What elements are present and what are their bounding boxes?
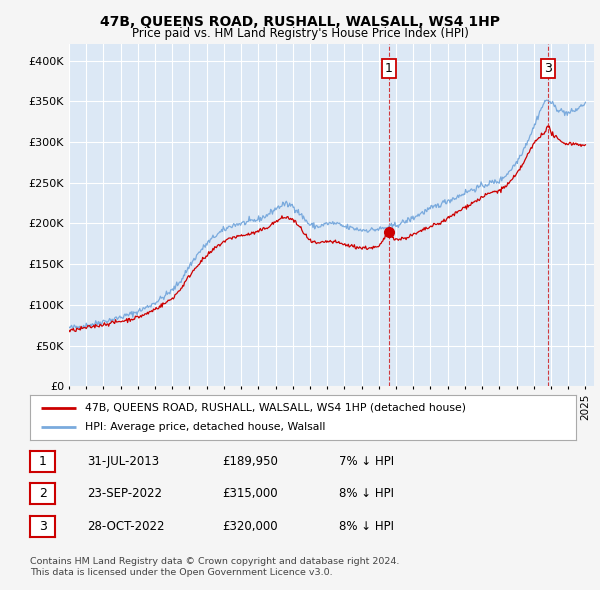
Text: £315,000: £315,000 — [222, 487, 278, 500]
Text: 1: 1 — [38, 455, 47, 468]
Text: 1: 1 — [385, 62, 393, 75]
Text: 28-OCT-2022: 28-OCT-2022 — [87, 520, 164, 533]
Text: 3: 3 — [38, 520, 47, 533]
Text: 8% ↓ HPI: 8% ↓ HPI — [339, 487, 394, 500]
Text: 47B, QUEENS ROAD, RUSHALL, WALSALL, WS4 1HP (detached house): 47B, QUEENS ROAD, RUSHALL, WALSALL, WS4 … — [85, 403, 466, 412]
Text: £189,950: £189,950 — [222, 455, 278, 468]
Text: £320,000: £320,000 — [222, 520, 278, 533]
Text: 31-JUL-2013: 31-JUL-2013 — [87, 455, 159, 468]
Text: Price paid vs. HM Land Registry's House Price Index (HPI): Price paid vs. HM Land Registry's House … — [131, 27, 469, 40]
Text: 8% ↓ HPI: 8% ↓ HPI — [339, 520, 394, 533]
Text: 2: 2 — [38, 487, 47, 500]
Text: This data is licensed under the Open Government Licence v3.0.: This data is licensed under the Open Gov… — [30, 568, 332, 577]
Text: Contains HM Land Registry data © Crown copyright and database right 2024.: Contains HM Land Registry data © Crown c… — [30, 558, 400, 566]
Text: 23-SEP-2022: 23-SEP-2022 — [87, 487, 162, 500]
Text: 7% ↓ HPI: 7% ↓ HPI — [339, 455, 394, 468]
Text: 47B, QUEENS ROAD, RUSHALL, WALSALL, WS4 1HP: 47B, QUEENS ROAD, RUSHALL, WALSALL, WS4 … — [100, 15, 500, 29]
Text: 3: 3 — [544, 62, 552, 75]
Text: HPI: Average price, detached house, Walsall: HPI: Average price, detached house, Wals… — [85, 422, 325, 432]
